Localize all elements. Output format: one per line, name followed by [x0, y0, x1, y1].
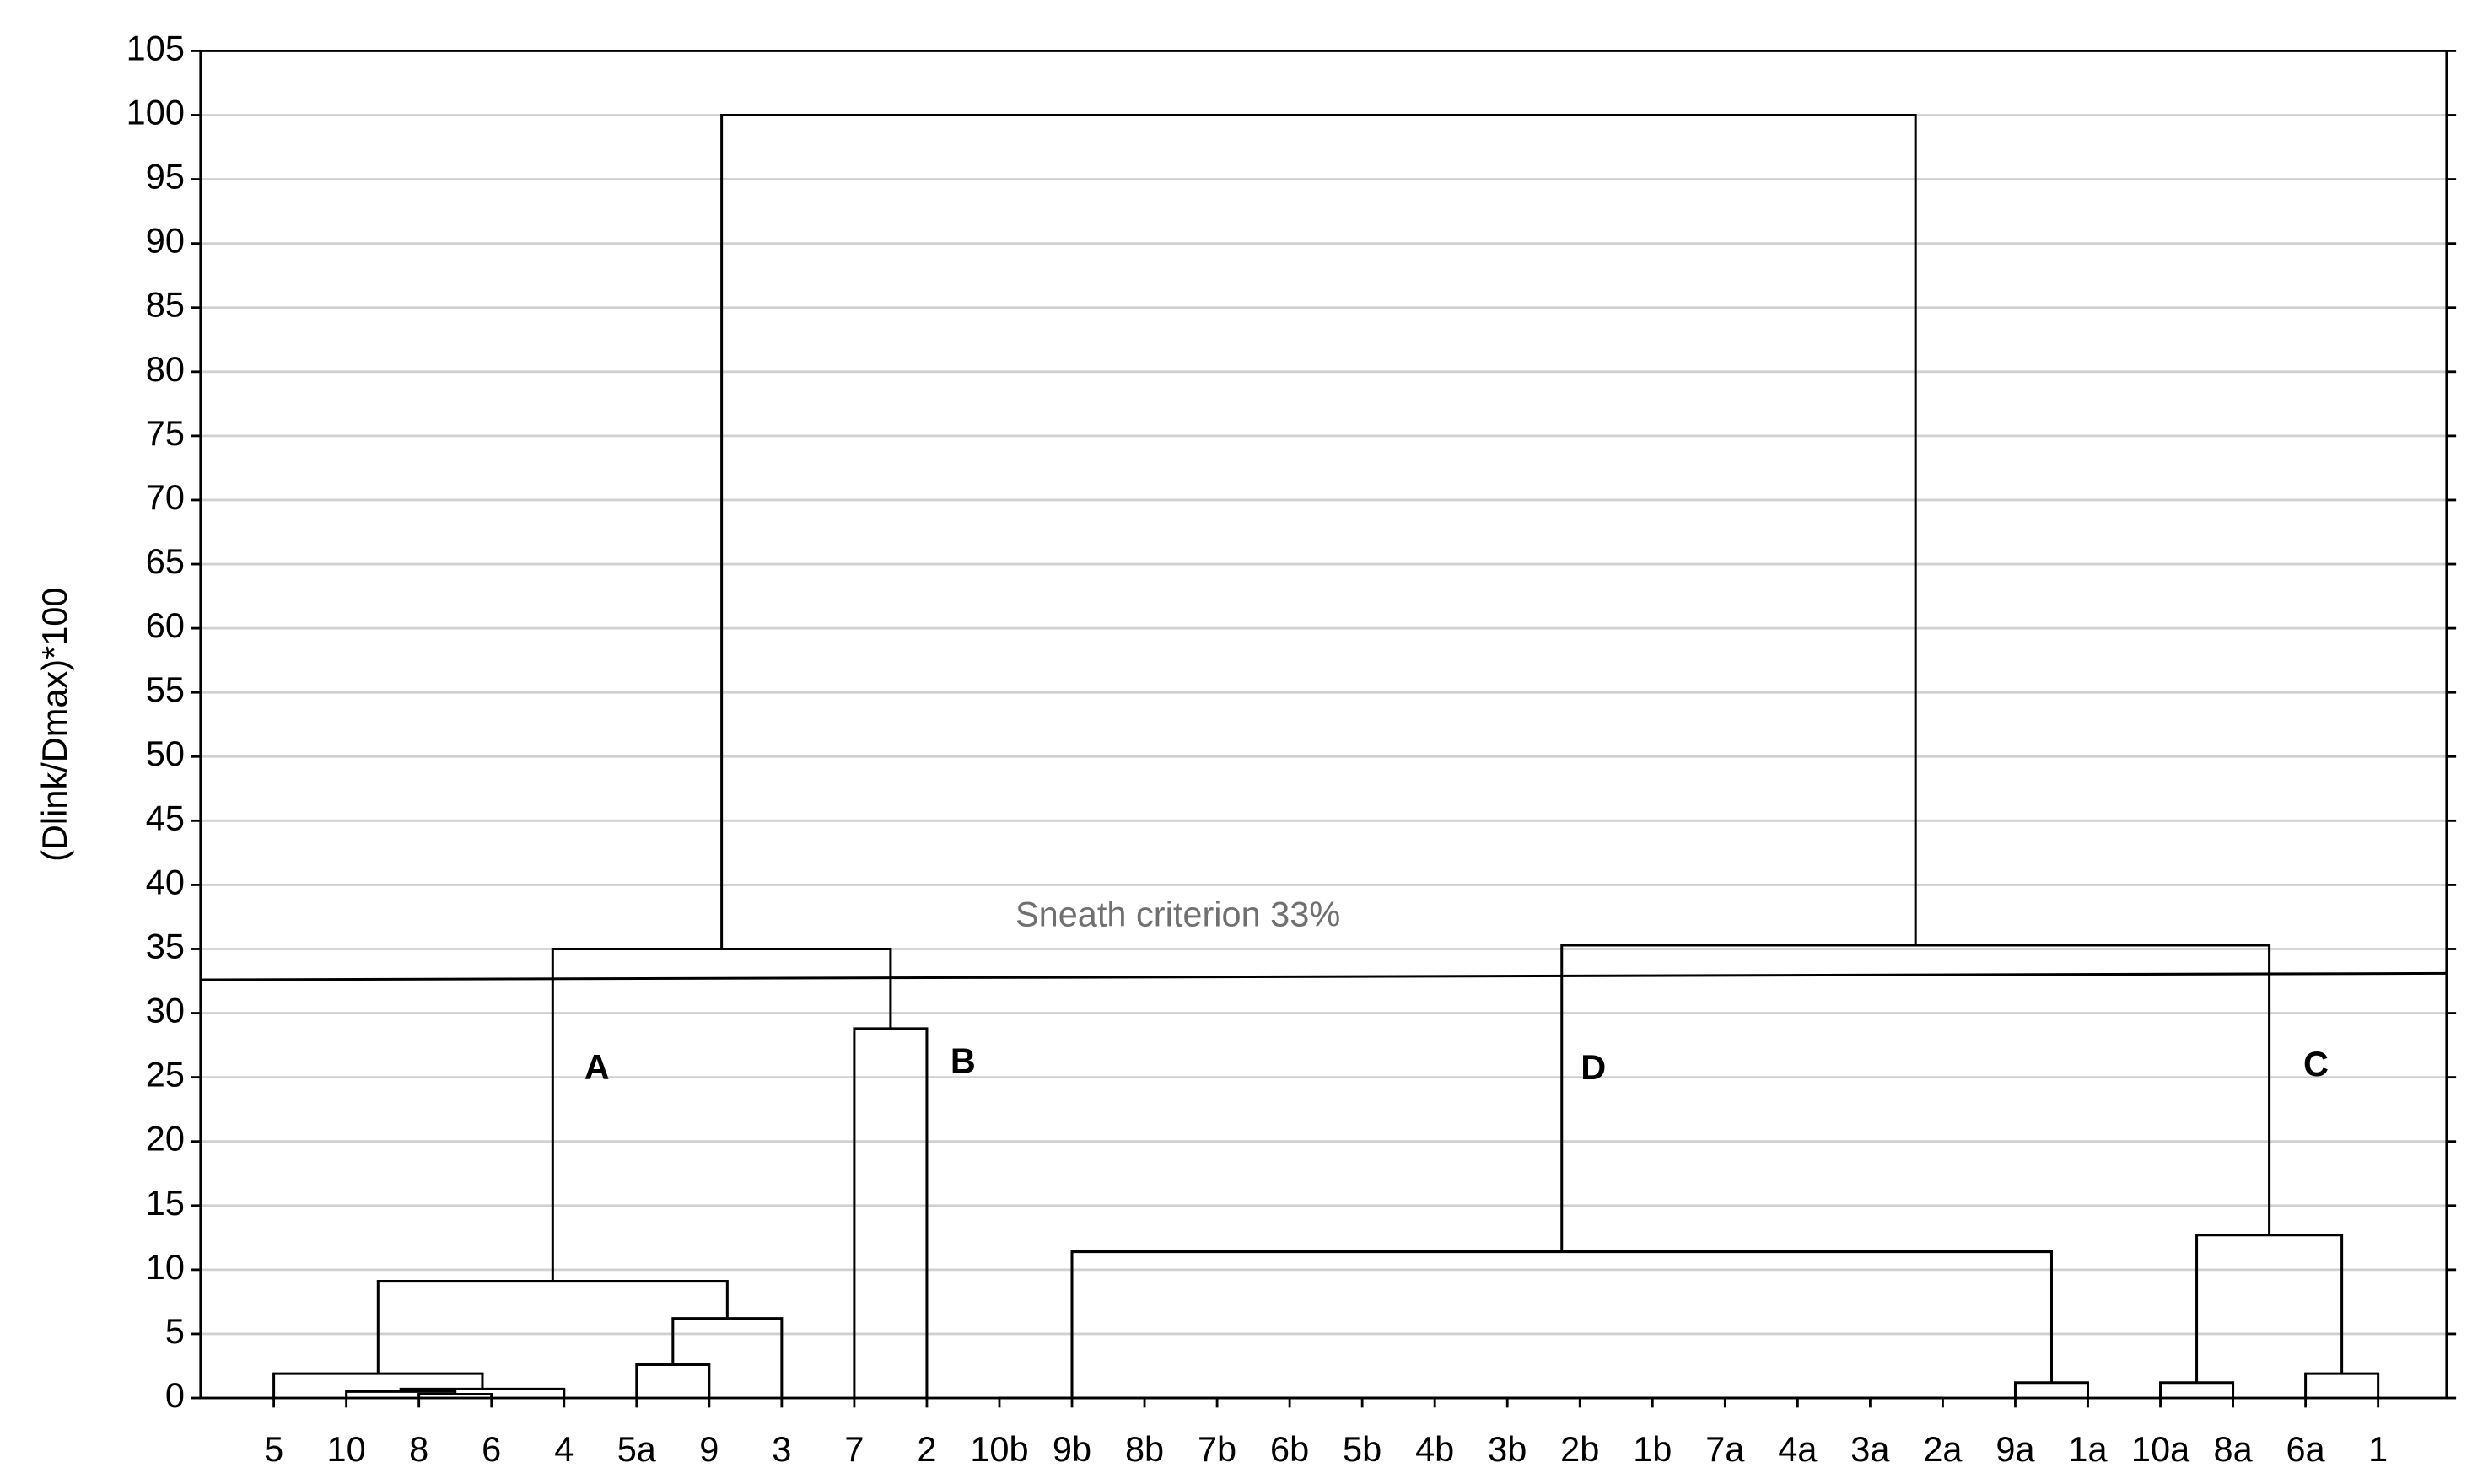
cluster-label: C: [2303, 1044, 2329, 1083]
x-tick-label: 4b: [1415, 1429, 1454, 1469]
link: [417, 1392, 493, 1399]
y-tick-label: 20: [146, 1119, 185, 1159]
link: [1070, 1250, 2053, 1399]
y-tick-label: 85: [146, 285, 185, 325]
cluster-label: D: [1581, 1047, 1606, 1087]
x-tick-label: 3: [772, 1429, 791, 1469]
y-tick-label: 50: [146, 734, 185, 773]
y-axis-label: (Dlink/Dmax)*100: [35, 588, 74, 862]
x-tick-label: 6a: [2286, 1429, 2326, 1469]
x-tick-label: 7: [844, 1429, 864, 1469]
x-tick-label: 1a: [2068, 1429, 2108, 1469]
x-tick-label: 1: [2368, 1429, 2388, 1469]
link: [2159, 1381, 2235, 1399]
link: [671, 1317, 784, 1399]
x-tick-label: 8b: [1125, 1429, 1164, 1469]
x-tick-label: 9a: [1995, 1429, 2035, 1469]
y-tick-label: 40: [146, 862, 185, 901]
y-tick-label: 105: [127, 28, 185, 67]
y-tick-label: 60: [146, 605, 185, 645]
plot-frame: [199, 50, 2448, 1400]
x-tick-label: 7a: [1705, 1429, 1745, 1469]
y-tick-label: 25: [146, 1055, 185, 1094]
x-tick-label: 10a: [2131, 1429, 2190, 1469]
link: [2013, 1381, 2090, 1399]
y-tick-label: 55: [146, 669, 185, 709]
x-tick-label: 1b: [1633, 1429, 1672, 1469]
y-tick-label: 65: [146, 541, 185, 581]
x-tick-label: 3a: [1850, 1429, 1890, 1469]
x-tick-label: 2: [917, 1429, 936, 1469]
y-tick-label: 90: [146, 221, 185, 261]
link: [2195, 1234, 2344, 1383]
link: [853, 1027, 929, 1399]
cluster-label: A: [584, 1047, 610, 1087]
y-tick-label: 95: [146, 157, 185, 196]
y-tick-label: 45: [146, 798, 185, 837]
y-tick-label: 10: [146, 1247, 185, 1287]
y-tick-label: 5: [165, 1311, 185, 1351]
x-tick-label: 6: [482, 1429, 501, 1469]
y-tick-label: 100: [127, 92, 185, 132]
x-tick-label: 8a: [2213, 1429, 2253, 1469]
y-tick-label: 70: [146, 477, 185, 517]
link: [720, 113, 1917, 949]
x-tick-label: 7b: [1198, 1429, 1236, 1469]
x-tick-label: 10: [327, 1429, 366, 1469]
x-tick-label: 5: [264, 1429, 283, 1469]
link: [1560, 944, 2271, 1252]
y-tick-label: 0: [165, 1375, 185, 1415]
x-tick-label: 2a: [1923, 1429, 1963, 1469]
reference-label: Sneath criterion 33%: [1015, 895, 1340, 934]
x-tick-label: 6b: [1270, 1429, 1309, 1469]
x-tick-label: 5b: [1343, 1429, 1381, 1469]
x-tick-label: 9b: [1053, 1429, 1091, 1469]
x-tick-label: 5a: [617, 1429, 657, 1469]
link: [551, 947, 892, 1282]
reference-line: [200, 971, 2447, 981]
x-tick-label: 9: [699, 1429, 719, 1469]
x-tick-label: 3b: [1488, 1429, 1527, 1469]
link: [635, 1363, 711, 1399]
x-tick-label: 8: [409, 1429, 428, 1469]
y-tick-label: 30: [146, 991, 185, 1030]
cluster-label: B: [951, 1040, 976, 1080]
y-tick-label: 80: [146, 349, 185, 389]
x-tick-label: 2b: [1560, 1429, 1599, 1469]
x-tick-label: 4a: [1778, 1429, 1818, 1469]
y-tick-label: 35: [146, 926, 185, 965]
x-tick-label: 10b: [970, 1429, 1028, 1469]
link: [2304, 1372, 2380, 1399]
x-tick-label: 4: [554, 1429, 574, 1469]
y-tick-label: 75: [146, 413, 185, 453]
y-tick-label: 15: [146, 1183, 185, 1223]
link: [376, 1280, 729, 1374]
